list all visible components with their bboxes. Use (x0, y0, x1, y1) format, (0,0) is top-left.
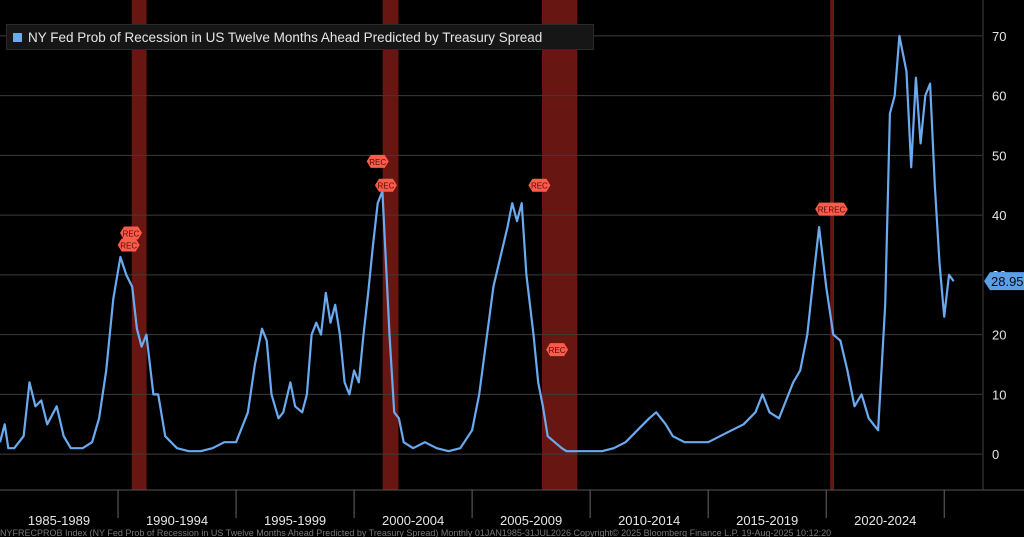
x-tick-label: 2020-2024 (854, 513, 916, 528)
y-tick-label: 0 (992, 447, 999, 462)
rec-marker: REC (117, 238, 140, 252)
last-value-label: 28.95 (991, 274, 1024, 289)
x-axis: 1985-1989 1990-1994 1995-1999 2000-2004 2005… (28, 490, 945, 528)
y-tick-label: 70 (992, 29, 1006, 44)
legend-swatch (13, 32, 22, 42)
last-value-badge-shape (984, 272, 1024, 291)
legend-label: NY Fed Prob of Recession in US Twelve Mo… (28, 29, 543, 45)
x-tick-label: 2010-2014 (618, 513, 680, 528)
rec-marker-shape (120, 226, 143, 240)
rec-marker-shape (546, 343, 569, 357)
rec-marker: REC (546, 343, 569, 357)
x-tick-label: 2005-2009 (500, 513, 562, 528)
x-tick-label: 2000-2004 (382, 513, 444, 528)
rec-marker-label: REC (549, 346, 566, 355)
rec-marker-shape (117, 238, 140, 252)
rec-marker-label: REC (123, 230, 140, 239)
legend: NY Fed Prob of Recession in US Twelve Mo… (6, 24, 594, 50)
rec-marker: REC (528, 178, 551, 192)
y-tick-label: 20 (992, 328, 1006, 343)
y-tick-label: 10 (992, 387, 1006, 402)
recession-band (382, 0, 399, 490)
rec-marker-shape (528, 178, 551, 192)
x-tick-label: 2015-2019 (736, 513, 798, 528)
recession-band (830, 0, 834, 490)
rec-marker-shape (374, 178, 397, 192)
recession-band (541, 0, 578, 490)
y-tick-label: 60 (992, 89, 1006, 104)
rec-marker: REC (374, 178, 397, 192)
series-line-group (0, 34, 955, 453)
x-tick-label: 1990-1994 (146, 513, 208, 528)
rec-marker-label: REC (120, 242, 137, 251)
x-tick-label: 1985-1989 (28, 513, 90, 528)
rec-marker: REC (120, 226, 143, 240)
last-value-badge: 28.95 (984, 272, 1024, 291)
footer-source-text: NYFRECPROB Index (NY Fed Prob of Recessi… (0, 529, 832, 537)
rec-marker-label: REC (369, 158, 386, 167)
series-line (0, 34, 955, 453)
rec-marker-label: REC (828, 206, 845, 215)
y-tick-label: 40 (992, 208, 1006, 223)
rec-marker-label: REC (531, 182, 548, 191)
rec-marker-label: REC (818, 206, 835, 215)
x-tick-label: 1995-1999 (264, 513, 326, 528)
y-tick-label: 50 (992, 148, 1006, 163)
rec-marker-label: REC (378, 182, 395, 191)
rec-marker: REC (366, 154, 389, 168)
rec-marker-shape (366, 154, 389, 168)
rec-marker-shape (825, 202, 848, 216)
recession-bands (131, 0, 834, 490)
rec-marker: REC (825, 202, 848, 216)
